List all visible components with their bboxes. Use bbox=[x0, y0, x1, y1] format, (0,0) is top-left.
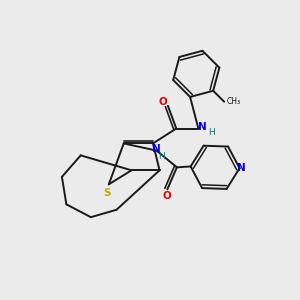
Text: O: O bbox=[158, 97, 167, 107]
Text: H: H bbox=[208, 128, 215, 137]
Text: H: H bbox=[159, 152, 165, 161]
Text: N: N bbox=[198, 122, 206, 132]
Text: N: N bbox=[237, 163, 245, 173]
Text: S: S bbox=[103, 188, 111, 198]
Text: CH₃: CH₃ bbox=[226, 97, 241, 106]
Text: N: N bbox=[152, 144, 161, 154]
Text: O: O bbox=[162, 191, 171, 201]
